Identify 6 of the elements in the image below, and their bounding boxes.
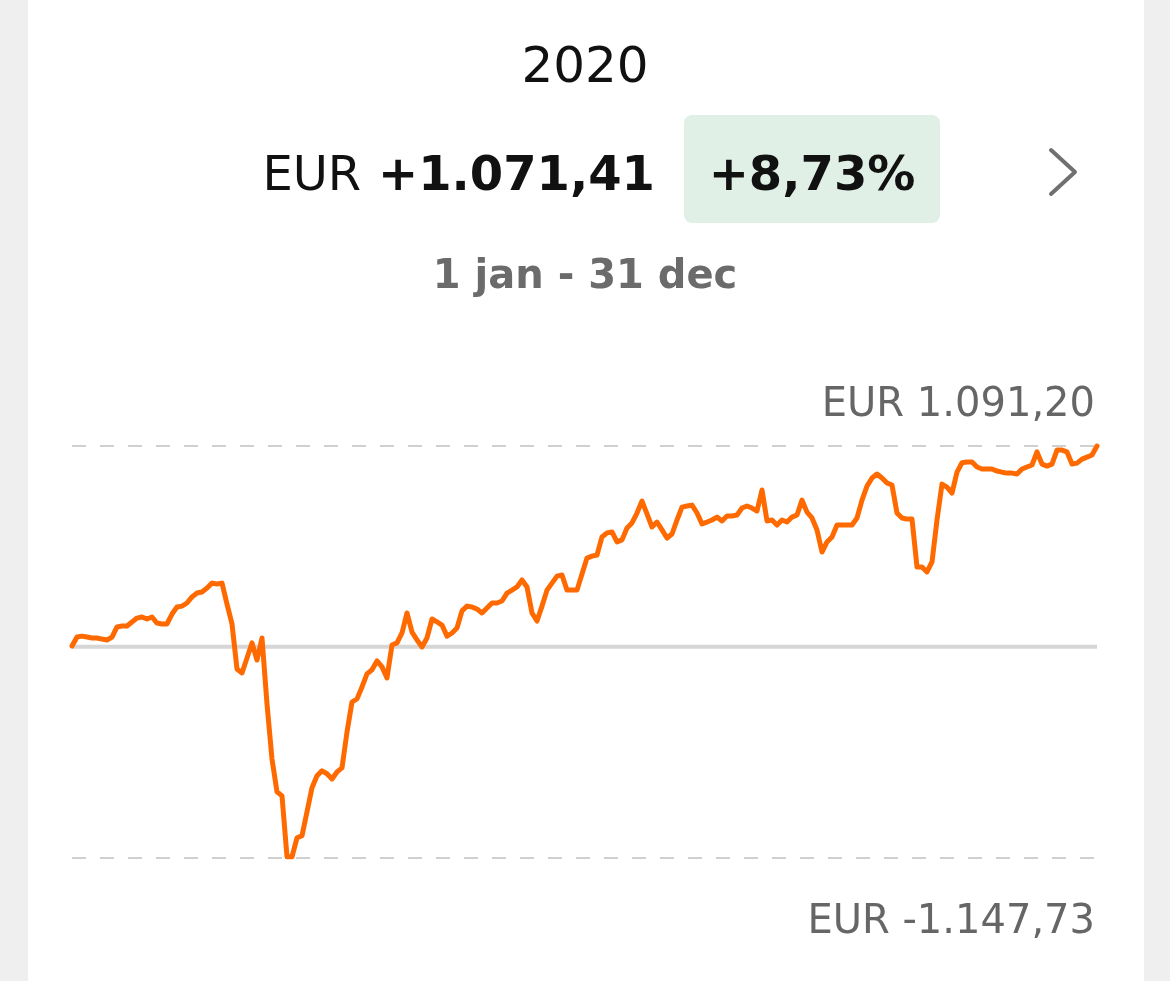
text: +8,73% [708, 145, 916, 201]
chart-title: 2020 [521, 36, 649, 94]
ref-line-label: EUR -1.147,73 [807, 896, 1095, 942]
text: 1 jan - 31 dec [432, 251, 738, 297]
chart-subtitle: EUR +1.071,41 [262, 145, 655, 201]
ref-line-label: EUR 1.091,20 [821, 379, 1095, 425]
